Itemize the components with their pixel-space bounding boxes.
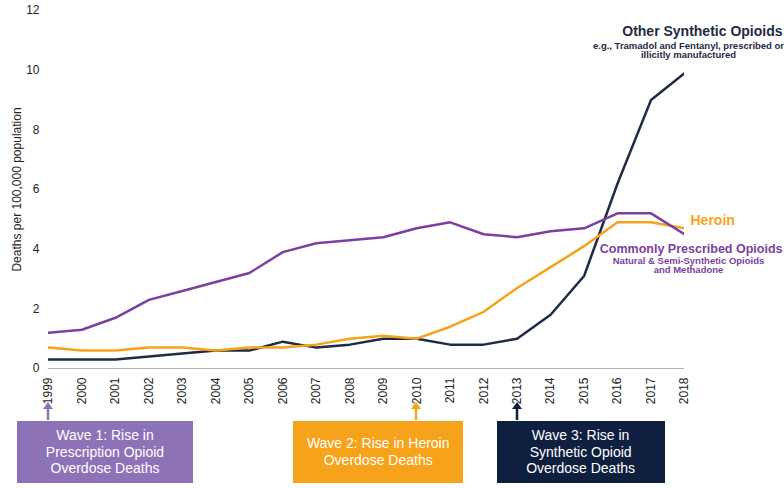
svg-text:6: 6 <box>33 182 40 196</box>
svg-text:2: 2 <box>33 302 40 316</box>
svg-text:2001: 2001 <box>108 377 122 404</box>
svg-text:2008: 2008 <box>343 377 357 404</box>
svg-text:Heroin: Heroin <box>691 212 735 228</box>
html-text:Wave 2: Rise in Heroin Overdos: Wave 2: Rise in Heroin Overdose Deaths <box>306 435 450 468</box>
svg-text:Natural & Semi-Synthetic Opioi: Natural & Semi-Synthetic Opioidsand Meth… <box>613 255 765 276</box>
svg-text:2003: 2003 <box>175 377 189 404</box>
svg-text:2015: 2015 <box>577 377 591 404</box>
svg-text:10: 10 <box>26 63 40 77</box>
svg-text:8: 8 <box>33 123 40 137</box>
svg-text:2013: 2013 <box>510 377 524 404</box>
svg-text:2006: 2006 <box>276 377 290 404</box>
html-text:Wave 1: Rise in Prescription O: Wave 1: Rise in Prescription Opioid Over… <box>45 426 165 477</box>
svg-text:2005: 2005 <box>242 377 256 404</box>
svg-text:Commonly Prescribed Opioids: Commonly Prescribed Opioids <box>599 242 783 257</box>
svg-text:2016: 2016 <box>610 377 624 404</box>
svg-text:2017: 2017 <box>644 377 658 404</box>
svg-text:2012: 2012 <box>476 377 490 404</box>
svg-text:Deaths per 100,000 population: Deaths per 100,000 population <box>10 107 24 271</box>
svg-text:0: 0 <box>33 361 40 375</box>
svg-text:2004: 2004 <box>209 377 223 404</box>
svg-text:Other Synthetic Opioids: Other Synthetic Opioids <box>622 23 782 39</box>
svg-text:2011: 2011 <box>443 377 457 403</box>
svg-text:2000: 2000 <box>75 377 89 404</box>
svg-text:12: 12 <box>26 3 40 17</box>
html-text:Wave 3: Rise in Synthetic Opio: Wave 3: Rise in Synthetic Opioid Overdos… <box>526 426 636 477</box>
svg-text:2018: 2018 <box>677 377 691 404</box>
svg-text:2002: 2002 <box>142 377 156 404</box>
svg-text:2010: 2010 <box>410 377 424 404</box>
svg-text:2007: 2007 <box>309 377 323 404</box>
svg-text:4: 4 <box>33 242 40 256</box>
svg-text:2014: 2014 <box>543 377 557 404</box>
svg-text:1999: 1999 <box>41 377 55 404</box>
svg-text:2009: 2009 <box>376 377 390 404</box>
svg-text:e.g., Tramadol and Fentanyl, p: e.g., Tramadol and Fentanyl, prescribed … <box>593 40 784 61</box>
